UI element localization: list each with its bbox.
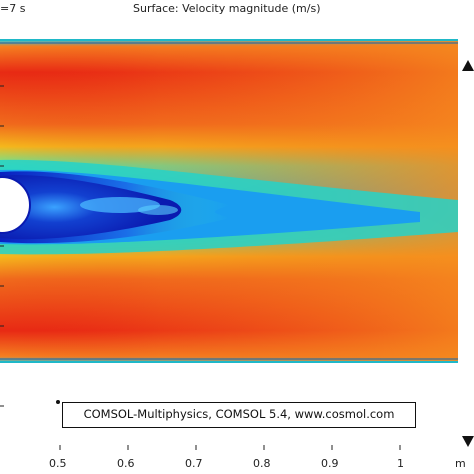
time-label: =7 s: [0, 2, 26, 15]
x-tick-label: 1: [397, 457, 404, 470]
colorbar-min-arrow-icon: [462, 436, 474, 447]
x-tick-label: 0.5: [49, 457, 67, 470]
x-tick-label: 0.8: [253, 457, 271, 470]
x-tick-label: 0.9: [321, 457, 339, 470]
plot-title: Surface: Velocity magnitude (m/s): [133, 2, 321, 15]
x-tick-label: 0.6: [117, 457, 135, 470]
colorbar-max-arrow-icon: [462, 60, 474, 71]
x-axis-unit: m: [455, 457, 466, 470]
x-tick-label: 0.7: [185, 457, 203, 470]
credit-text: COMSOL-Multiphysics, COMSOL 5.4, www.cos…: [83, 407, 395, 421]
credit-box: COMSOL-Multiphysics, COMSOL 5.4, www.cos…: [62, 402, 416, 428]
